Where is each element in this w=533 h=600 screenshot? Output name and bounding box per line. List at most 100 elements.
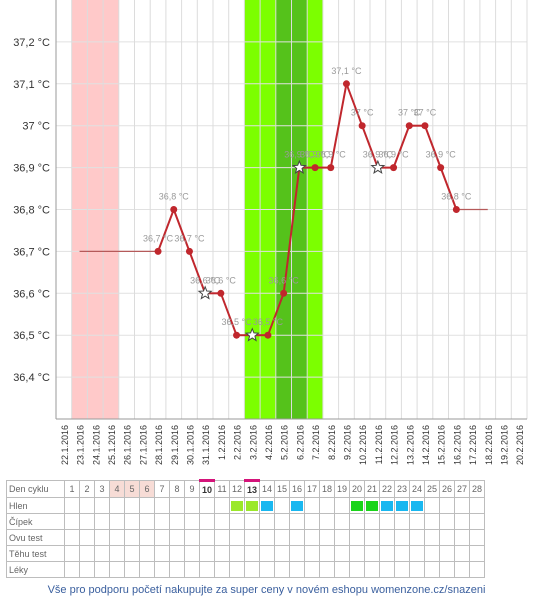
table-cell[interactable]: [379, 545, 395, 562]
table-cell[interactable]: [289, 561, 305, 578]
table-cell[interactable]: [79, 497, 95, 514]
day-number-cell[interactable]: 27: [454, 480, 470, 498]
day-number-cell[interactable]: 13: [244, 479, 260, 498]
table-cell[interactable]: [244, 545, 260, 562]
table-cell[interactable]: [304, 529, 320, 546]
day-number-cell[interactable]: 15: [274, 480, 290, 498]
table-cell[interactable]: [64, 529, 80, 546]
table-cell[interactable]: [124, 545, 140, 562]
table-cell[interactable]: [304, 497, 320, 514]
table-cell[interactable]: [79, 513, 95, 530]
table-cell[interactable]: [334, 529, 350, 546]
table-cell[interactable]: [364, 545, 380, 562]
table-cell[interactable]: [184, 513, 200, 530]
table-cell[interactable]: [319, 545, 335, 562]
table-cell[interactable]: [244, 497, 260, 514]
table-cell[interactable]: [199, 545, 215, 562]
table-cell[interactable]: [154, 545, 170, 562]
table-cell[interactable]: [139, 497, 155, 514]
table-cell[interactable]: [274, 545, 290, 562]
table-cell[interactable]: [424, 561, 440, 578]
table-cell[interactable]: [184, 497, 200, 514]
table-cell[interactable]: [274, 561, 290, 578]
table-cell[interactable]: [94, 497, 110, 514]
table-cell[interactable]: [394, 497, 410, 514]
table-cell[interactable]: [349, 529, 365, 546]
table-cell[interactable]: [229, 529, 245, 546]
day-number-cell[interactable]: 25: [424, 480, 440, 498]
table-cell[interactable]: [154, 513, 170, 530]
day-number-cell[interactable]: 8: [169, 480, 185, 498]
table-cell[interactable]: [184, 529, 200, 546]
table-cell[interactable]: [169, 529, 185, 546]
day-number-cell[interactable]: 21: [364, 480, 380, 498]
day-number-cell[interactable]: 22: [379, 480, 395, 498]
table-cell[interactable]: [334, 513, 350, 530]
table-cell[interactable]: [274, 529, 290, 546]
table-cell[interactable]: [214, 529, 230, 546]
day-number-cell[interactable]: 17: [304, 480, 320, 498]
table-cell[interactable]: [469, 513, 485, 530]
table-cell[interactable]: [304, 561, 320, 578]
table-cell[interactable]: [109, 545, 125, 562]
table-cell[interactable]: [349, 513, 365, 530]
table-cell[interactable]: [379, 497, 395, 514]
table-cell[interactable]: [169, 561, 185, 578]
table-cell[interactable]: [379, 561, 395, 578]
table-cell[interactable]: [124, 513, 140, 530]
table-cell[interactable]: [439, 545, 455, 562]
table-cell[interactable]: [469, 561, 485, 578]
day-number-cell[interactable]: 3: [94, 480, 110, 498]
table-cell[interactable]: [94, 561, 110, 578]
table-cell[interactable]: [364, 497, 380, 514]
day-number-cell[interactable]: 26: [439, 480, 455, 498]
table-cell[interactable]: [334, 497, 350, 514]
table-cell[interactable]: [319, 513, 335, 530]
table-cell[interactable]: [184, 545, 200, 562]
table-cell[interactable]: [274, 513, 290, 530]
table-cell[interactable]: [169, 513, 185, 530]
table-cell[interactable]: [349, 545, 365, 562]
day-number-cell[interactable]: 10: [199, 479, 215, 498]
table-cell[interactable]: [319, 497, 335, 514]
table-cell[interactable]: [94, 513, 110, 530]
day-number-cell[interactable]: 23: [394, 480, 410, 498]
table-cell[interactable]: [109, 529, 125, 546]
table-cell[interactable]: [424, 545, 440, 562]
day-number-cell[interactable]: 9: [184, 480, 200, 498]
table-cell[interactable]: [394, 545, 410, 562]
table-cell[interactable]: [139, 513, 155, 530]
table-cell[interactable]: [124, 529, 140, 546]
table-cell[interactable]: [214, 497, 230, 514]
table-cell[interactable]: [229, 561, 245, 578]
table-cell[interactable]: [439, 529, 455, 546]
table-cell[interactable]: [304, 545, 320, 562]
day-number-cell[interactable]: 1: [64, 480, 80, 498]
table-cell[interactable]: [109, 497, 125, 514]
day-number-cell[interactable]: 2: [79, 480, 95, 498]
table-cell[interactable]: [319, 529, 335, 546]
table-cell[interactable]: [139, 529, 155, 546]
table-cell[interactable]: [409, 529, 425, 546]
table-cell[interactable]: [379, 513, 395, 530]
table-cell[interactable]: [274, 497, 290, 514]
table-cell[interactable]: [364, 513, 380, 530]
day-number-cell[interactable]: 24: [409, 480, 425, 498]
table-cell[interactable]: [454, 497, 470, 514]
day-number-cell[interactable]: 19: [334, 480, 350, 498]
table-cell[interactable]: [349, 561, 365, 578]
table-cell[interactable]: [469, 545, 485, 562]
table-cell[interactable]: [409, 545, 425, 562]
day-number-cell[interactable]: 7: [154, 480, 170, 498]
table-cell[interactable]: [259, 497, 275, 514]
table-cell[interactable]: [244, 513, 260, 530]
table-cell[interactable]: [454, 529, 470, 546]
day-number-cell[interactable]: 14: [259, 480, 275, 498]
table-cell[interactable]: [64, 497, 80, 514]
table-cell[interactable]: [64, 561, 80, 578]
day-number-cell[interactable]: 6: [139, 480, 155, 498]
table-cell[interactable]: [244, 529, 260, 546]
table-cell[interactable]: [229, 545, 245, 562]
table-cell[interactable]: [64, 545, 80, 562]
table-cell[interactable]: [259, 545, 275, 562]
